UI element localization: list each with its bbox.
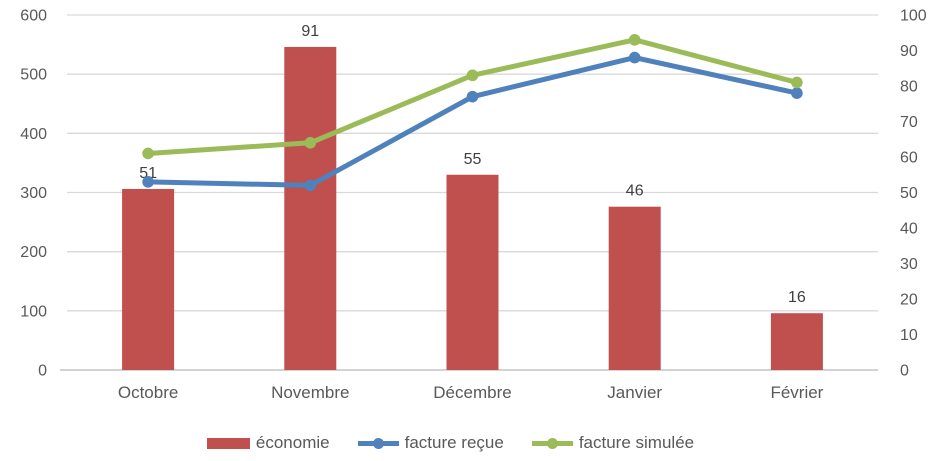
legend-label-economie: économie (255, 433, 330, 452)
category-label-Novembre: Novembre (271, 383, 349, 402)
left-axis-tick-label: 500 (20, 67, 47, 84)
category-label-Décembre: Décembre (433, 383, 511, 402)
marker-facture reçue-Novembre (304, 179, 317, 192)
right-axis-tick-label: 100 (900, 8, 927, 25)
right-axis-tick-label: 30 (900, 256, 918, 273)
marker-facture simulée-Février (791, 76, 803, 89)
marker-facture simulée-Janvier (628, 34, 641, 46)
left-axis-tick-label: 200 (20, 244, 47, 261)
legend-line-marker (372, 437, 384, 449)
bar-Février (770, 313, 823, 370)
marker-facture reçue-Octobre (142, 176, 154, 188)
bar-data-label: 16 (788, 289, 806, 306)
right-axis-tick-label: 70 (900, 114, 918, 131)
left-axis-tick-label: 100 (20, 303, 47, 320)
marker-facture simulée-Décembre (466, 69, 479, 82)
left-axis-tick-label: 400 (20, 126, 47, 143)
left-axis-tick-label: 300 (20, 185, 47, 202)
marker-facture simulée-Novembre (304, 137, 317, 149)
category-label-Février: Février (770, 383, 823, 402)
right-axis-tick-label: 10 (900, 327, 918, 344)
right-axis-tick-label: 40 (900, 221, 918, 238)
marker-facture reçue-Décembre (466, 90, 479, 103)
right-axis-tick-label: 50 (900, 185, 918, 202)
bar-data-label: 51 (139, 165, 157, 182)
legend-label-facture-simulee: facture simulée (578, 433, 695, 452)
marker-facture reçue-Janvier (628, 51, 641, 64)
bar-data-label: 46 (626, 183, 644, 200)
legend-bar-swatch (206, 437, 250, 449)
category-label-Janvier: Janvier (607, 383, 662, 402)
right-axis-tick-label: 60 (900, 150, 918, 167)
legend-line-marker (546, 437, 558, 449)
legend-line-swatch (531, 437, 573, 449)
legend-label-facture-recue: facture reçue (404, 433, 504, 452)
legend: économie facture reçue facture simulée (0, 428, 901, 458)
bar-Décembre (446, 174, 499, 370)
bar-data-label: 55 (464, 151, 482, 168)
legend-line-swatch (357, 437, 399, 449)
bar-Octobre (122, 188, 175, 370)
bar-Novembre (284, 46, 337, 370)
left-axis-tick-label: 600 (20, 8, 47, 25)
right-axis-tick-label: 80 (900, 79, 918, 96)
right-axis-tick-label: 20 (900, 292, 918, 309)
legend-item-economie: économie (206, 433, 330, 453)
legend-item-facture-simulee: facture simulée (531, 433, 695, 453)
left-axis-tick-label: 0 (38, 363, 47, 380)
bar-data-label: 91 (301, 23, 319, 40)
right-axis-tick-label: 0 (900, 363, 909, 380)
marker-facture reçue-Février (791, 87, 803, 99)
right-axis-tick-label: 90 (900, 43, 918, 60)
category-label-Octobre: Octobre (118, 383, 178, 402)
bar-Janvier (608, 206, 661, 370)
legend-item-facture-recue: facture reçue (357, 433, 504, 453)
marker-facture simulée-Octobre (142, 147, 154, 160)
